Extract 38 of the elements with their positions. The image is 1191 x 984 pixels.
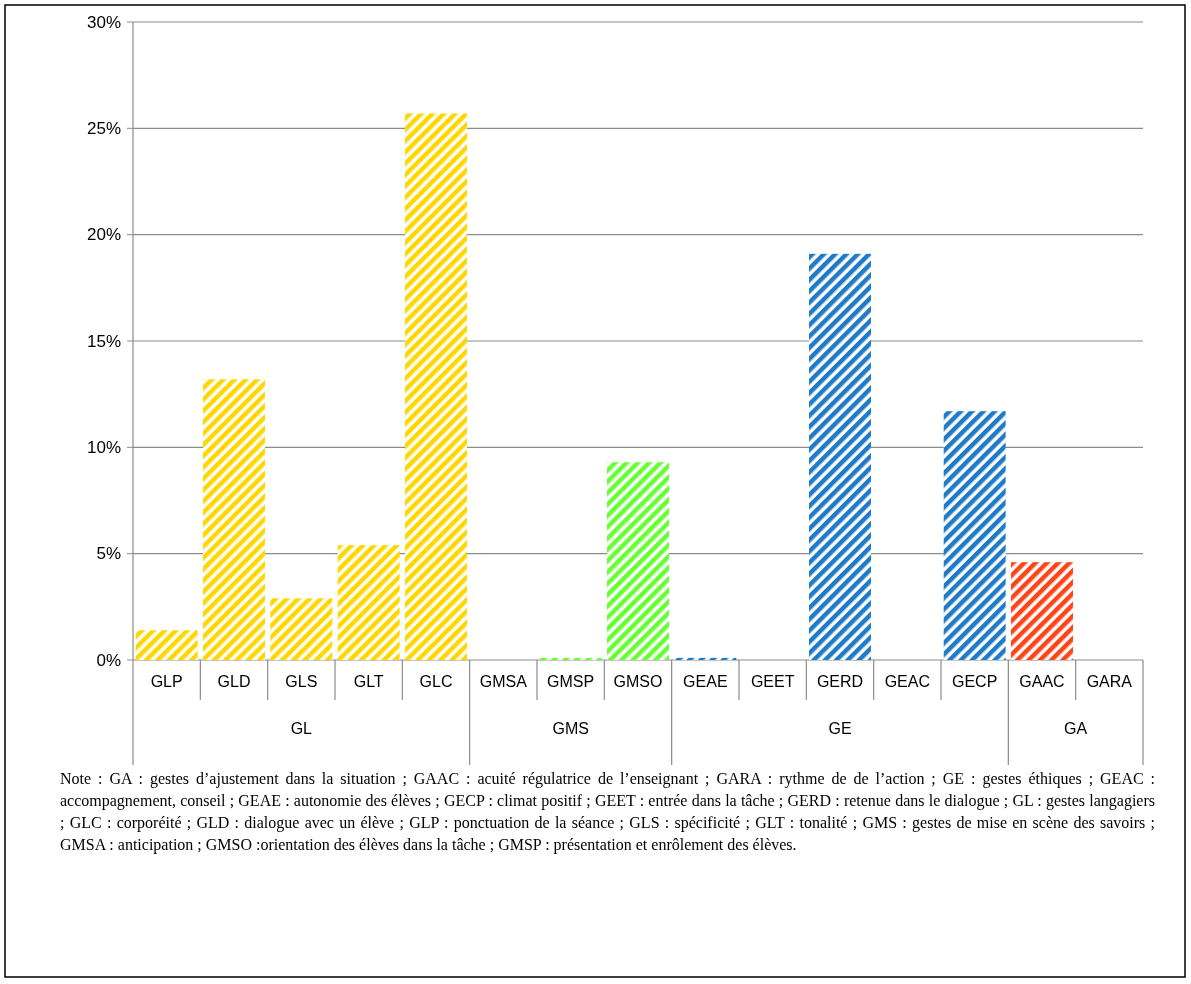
bar [1011, 562, 1073, 660]
x-tick-label: GMSP [547, 672, 595, 690]
x-tick-label: GLD [217, 672, 251, 690]
x-tick-label: GERD [816, 672, 864, 690]
text: GL [290, 719, 313, 737]
bar [809, 253, 871, 660]
y-tick-label: 15% [86, 331, 121, 351]
x-tick-label: GAAC [1019, 672, 1065, 690]
bar [674, 657, 737, 660]
y-tick-label: 10% [86, 437, 121, 457]
x-tick-label: GARA [1086, 672, 1133, 690]
x-tick-label: GLT [353, 672, 384, 690]
x-tick-label: GLS [285, 672, 318, 690]
bar [405, 113, 467, 660]
bar [539, 657, 602, 660]
bar [607, 462, 669, 660]
bar [203, 379, 265, 660]
x-tick-label: GEAC [884, 672, 931, 690]
y-tick-label: 25% [86, 118, 121, 138]
x-tick-label: GLC [419, 672, 453, 690]
text: GE [828, 719, 852, 737]
bar [943, 411, 1006, 660]
y-tick-label: 20% [86, 225, 121, 245]
bar [135, 630, 198, 660]
text: GMS [552, 719, 589, 737]
x-tick-label: GMSA [479, 672, 528, 690]
bar [337, 545, 400, 660]
x-tick-label: GMSO [613, 672, 663, 690]
y-tick-label: 30% [86, 12, 121, 32]
text: Note : GA : gestes d’ajustement dans la situation ; GAAC : acuité régulatrice de l’enseignant ; GARA : rythme de de l’action ; GE : gestes éthiques ; GEAC : accompagnement, conseil ; GEAE : autonomie des élèves ; GECP : climat positif ; GEET : entrée dans la tâche ; GERD : retenue dans le dialogue ; GL : gestes langagiers ; GLC : corporéité ; GLD : dialogue avec un élève ; GLP : ponctuation de la séance ; GLS : spécificité ; GLT : tonalité ; GMS : gestes de mise en scène des savoirs ; GMSA : anticipation ; GMSO :orientation des élèves dans la tâche ; GMSP : présentation et enrôlement des élèves. [60, 769, 1155, 856]
x-tick-label: GLP [150, 672, 183, 690]
y-tick-label: 5% [96, 544, 121, 564]
bar [270, 598, 333, 660]
x-tick-label: GEAE [683, 672, 728, 690]
x-tick-label: GECP [951, 672, 998, 690]
x-tick-label: GEET [750, 672, 795, 690]
text: GA [1064, 719, 1088, 737]
y-tick-label: 0% [96, 650, 121, 670]
